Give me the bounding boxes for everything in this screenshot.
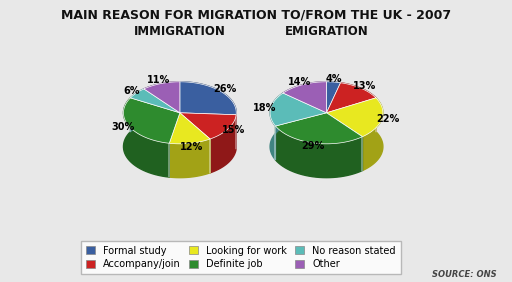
Polygon shape	[180, 82, 236, 115]
Legend: Formal study, Accompany/join, Looking for work, Definite job, No reason stated, : Formal study, Accompany/join, Looking fo…	[81, 241, 400, 274]
Polygon shape	[275, 113, 362, 144]
Text: IMMIGRATION: IMMIGRATION	[134, 25, 226, 38]
Polygon shape	[169, 139, 210, 178]
Polygon shape	[144, 82, 180, 113]
Polygon shape	[210, 115, 236, 173]
Text: 15%: 15%	[222, 125, 245, 135]
Polygon shape	[340, 83, 376, 132]
Text: 26%: 26%	[214, 84, 237, 94]
Text: 6%: 6%	[123, 86, 140, 96]
Polygon shape	[144, 82, 180, 123]
Polygon shape	[169, 113, 210, 144]
Polygon shape	[327, 82, 340, 116]
Text: 12%: 12%	[180, 142, 203, 151]
Polygon shape	[362, 98, 383, 171]
Polygon shape	[131, 89, 144, 132]
Polygon shape	[180, 82, 236, 149]
Polygon shape	[327, 82, 340, 113]
Text: 18%: 18%	[253, 103, 276, 113]
Polygon shape	[131, 89, 180, 113]
Text: MAIN REASON FOR MIGRATION TO/FROM THE UK - 2007: MAIN REASON FOR MIGRATION TO/FROM THE UK…	[61, 8, 451, 21]
Text: 14%: 14%	[288, 77, 311, 87]
Polygon shape	[327, 83, 376, 113]
Text: 11%: 11%	[147, 76, 170, 85]
Polygon shape	[283, 82, 327, 113]
Polygon shape	[270, 93, 283, 160]
Polygon shape	[270, 93, 327, 126]
Text: EMIGRATION: EMIGRATION	[285, 25, 368, 38]
Polygon shape	[327, 98, 383, 137]
Polygon shape	[123, 98, 180, 143]
Polygon shape	[123, 98, 169, 177]
Polygon shape	[275, 126, 362, 178]
Polygon shape	[180, 113, 236, 139]
Text: 29%: 29%	[301, 141, 325, 151]
Text: SOURCE: ONS: SOURCE: ONS	[432, 270, 497, 279]
Text: 30%: 30%	[112, 122, 135, 133]
Polygon shape	[283, 82, 327, 127]
Text: 22%: 22%	[376, 114, 399, 124]
Text: 4%: 4%	[326, 74, 343, 84]
Text: 13%: 13%	[353, 81, 376, 91]
